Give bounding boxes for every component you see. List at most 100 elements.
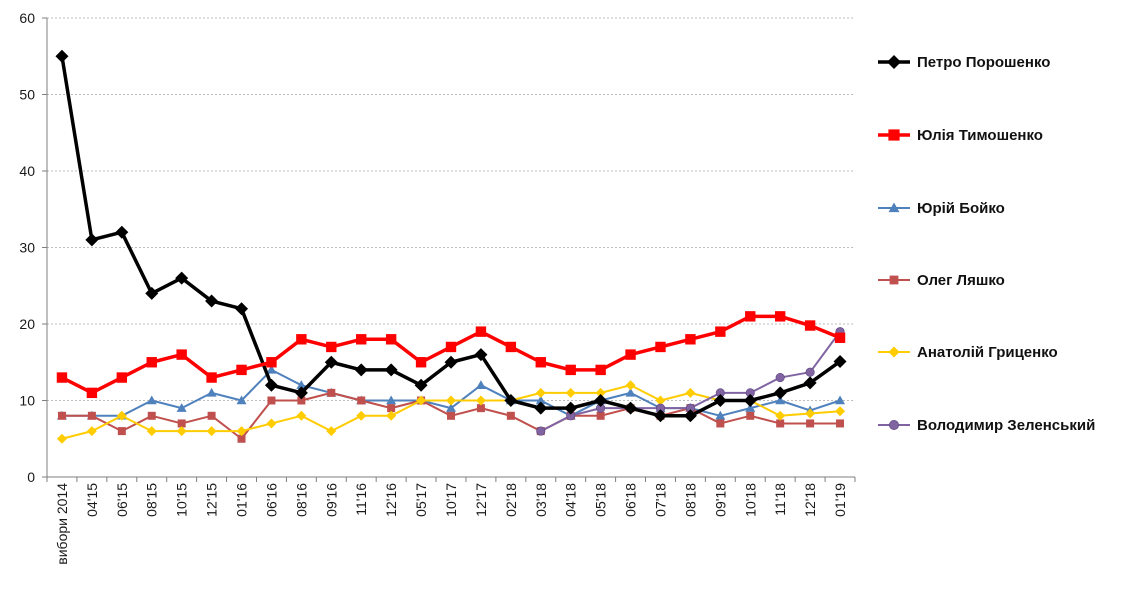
data-point: [296, 334, 307, 345]
data-point: [357, 396, 366, 405]
data-point: [86, 426, 97, 437]
data-point: [625, 387, 636, 397]
data-point: [775, 395, 786, 405]
x-tick-label: 06'18: [623, 483, 639, 517]
x-tick-label: 06'15: [114, 483, 130, 517]
data-point: [176, 349, 187, 360]
data-point: [85, 233, 99, 247]
series-1: [56, 311, 846, 399]
data-point: [354, 363, 368, 377]
x-tick-label: 10'18: [742, 483, 758, 517]
data-point: [296, 410, 307, 421]
x-tick-label: 11'18: [772, 483, 788, 516]
data-point: [386, 395, 397, 405]
x-tick-label: 08'15: [144, 483, 160, 517]
data-point: [474, 348, 488, 362]
series-5: [536, 327, 845, 436]
data-point: [236, 395, 247, 405]
data-point: [475, 380, 486, 389]
data-point: [836, 419, 845, 428]
y-tick-label: 50: [19, 87, 35, 103]
data-point: [475, 326, 487, 337]
data-point: [176, 426, 187, 437]
data-point: [117, 427, 126, 436]
x-tick-label: 08'18: [682, 483, 698, 517]
x-tick-label: 04'15: [84, 483, 100, 517]
data-point: [87, 411, 96, 420]
data-point: [805, 367, 815, 377]
data-point: [476, 404, 485, 413]
data-point: [236, 364, 247, 376]
data-point: [57, 411, 66, 420]
data-point: [116, 372, 128, 383]
x-tick-label: 10'17: [443, 483, 459, 517]
data-point: [833, 354, 847, 368]
x-tick-label: 12'17: [473, 483, 489, 517]
data-point: [445, 341, 457, 353]
x-tick-label: 06'16: [263, 483, 279, 517]
legend-marker: [887, 55, 901, 69]
y-tick-label: 60: [19, 10, 35, 26]
data-point: [774, 311, 786, 322]
data-point: [207, 411, 216, 420]
data-point: [115, 225, 129, 239]
data-point: [716, 419, 725, 428]
data-point: [685, 387, 696, 398]
data-point: [387, 404, 396, 413]
data-point: [625, 380, 636, 391]
data-point: [415, 357, 427, 368]
legend-item: Петро Порошенко: [878, 54, 1050, 71]
data-point: [416, 395, 427, 406]
legend-item: Анатолій Гриценко: [878, 344, 1058, 361]
data-point: [384, 363, 398, 377]
data-point: [713, 394, 727, 407]
data-point: [264, 378, 278, 392]
x-tick-label: 05'18: [593, 483, 609, 517]
data-point: [775, 410, 786, 421]
y-axis: 0 10 20 30 40 50 60: [19, 10, 48, 485]
data-point: [746, 411, 755, 420]
data-point: [356, 334, 367, 345]
data-point: [835, 395, 846, 405]
data-point: [535, 357, 546, 368]
x-tick-label: вибори 2014: [54, 483, 70, 565]
data-point: [835, 406, 846, 417]
x-tick-label: 10'15: [174, 483, 190, 517]
legend-label: Петро Порошенко: [917, 54, 1050, 71]
legend-marker: [888, 346, 900, 358]
data-point: [324, 355, 338, 369]
data-point: [475, 395, 486, 406]
data-point: [805, 408, 816, 419]
data-point: [745, 311, 756, 322]
data-point: [745, 403, 756, 412]
legend-label: Олег Ляшко: [917, 272, 1005, 289]
legend-label: Володимир Зеленський: [917, 417, 1095, 434]
data-point: [206, 372, 217, 383]
data-point: [147, 411, 156, 420]
x-tick-label: 01'16: [234, 483, 250, 517]
x-tick-label: 03'18: [533, 483, 549, 517]
data-point: [565, 364, 576, 376]
data-point: [385, 334, 397, 345]
data-point: [536, 426, 546, 436]
data-point: [806, 419, 815, 428]
data-point: [683, 409, 697, 423]
data-point: [237, 434, 246, 443]
data-point: [56, 433, 67, 444]
data-point: [326, 341, 337, 353]
data-point: [446, 403, 456, 412]
x-tick-label: 02'18: [503, 483, 519, 517]
data-point: [145, 286, 159, 300]
data-point: [235, 302, 249, 316]
data-point: [86, 387, 98, 399]
series-0: [55, 49, 847, 423]
data-point: [296, 380, 307, 389]
data-point: [205, 294, 219, 308]
x-tick-label: 07'18: [652, 483, 668, 517]
data-point: [715, 410, 726, 420]
legend-item: Олег Ляшко: [878, 272, 1005, 289]
data-point: [594, 394, 608, 407]
data-point: [297, 396, 306, 405]
data-point: [596, 411, 605, 420]
x-tick-label: 12'15: [204, 483, 220, 517]
